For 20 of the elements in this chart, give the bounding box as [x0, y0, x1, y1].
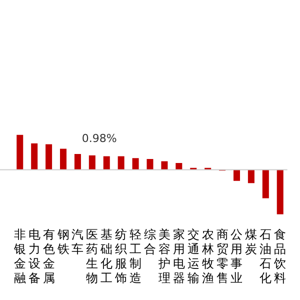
x-tick-label: 公用事业 [230, 228, 243, 285]
x-tick-label: 石油石化 [260, 228, 272, 285]
x-tick-label: 医药生物 [86, 228, 98, 285]
x-tick-label: 煤炭 [245, 228, 258, 256]
annotation: 0.98% [82, 132, 117, 145]
x-tick-label: 美容护理 [157, 228, 170, 285]
x-tick-label: 汽车 [72, 228, 84, 256]
x-tick-label: 基础化工 [100, 228, 113, 285]
x-tick-label: 纺织服饰 [114, 228, 128, 285]
x-tick-label: 农林牧渔 [200, 228, 214, 285]
x-tick-label: 商贸零售 [216, 228, 228, 285]
x-tick-label: 综合 [144, 228, 156, 256]
x-tick-label: 有色金属 [42, 228, 55, 285]
x-tick-label: 非银金融 [12, 228, 26, 285]
x-tick-label: 轻工制造 [130, 228, 142, 285]
x-tick-label: 钢铁 [56, 228, 70, 256]
x-tick-label: 电力设备 [28, 228, 40, 285]
x-tick-label: 家用电器 [172, 228, 185, 285]
x-tick-label: 食品饮料 [273, 228, 286, 285]
x-tick-label: 交通运输 [187, 228, 200, 285]
